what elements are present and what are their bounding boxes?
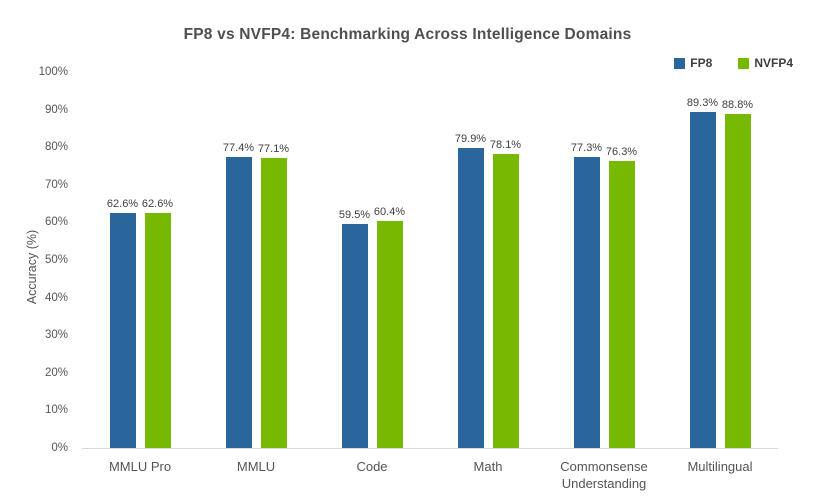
x-axis-labels: MMLU Pro MMLU Code Math Commonsense Understa… bbox=[82, 458, 778, 492]
bar-group-multilingual: 89.3% 88.8% bbox=[662, 97, 778, 448]
chart-title: FP8 vs NVFP4: Benchmarking Across Intell… bbox=[183, 26, 632, 43]
x-label-code: Code bbox=[356, 459, 388, 474]
bar-nvfp4-mmlu-pro: 62.6% bbox=[142, 198, 173, 448]
y-tick-80-: 80% bbox=[44, 141, 68, 154]
y-tick-20-: 20% bbox=[44, 366, 68, 379]
value-label-fp8-math: 79.9% bbox=[454, 132, 487, 145]
bar-group-mmlu-pro: 62.6% 62.6% bbox=[82, 198, 198, 448]
y-tick-40-: 40% bbox=[44, 291, 68, 304]
y-tick-10-: 10% bbox=[44, 404, 68, 417]
legend: FP8 NVFP4 bbox=[674, 56, 793, 70]
bar-nvfp4-multilingual: 88.8% bbox=[722, 99, 753, 448]
bar-group-math: 79.9% 78.1% bbox=[430, 133, 546, 448]
y-tick-70-: 70% bbox=[44, 178, 68, 191]
legend-item-fp8: FP8 bbox=[674, 56, 712, 70]
x-label-commonsense-understanding: Commonsense Understanding bbox=[560, 459, 648, 491]
legend-label-nvfp4: NVFP4 bbox=[754, 56, 793, 70]
value-label-nvfp4-code: 60.4% bbox=[373, 205, 406, 218]
value-label-nvfp4-commonsense-understanding: 76.3% bbox=[605, 146, 638, 159]
bar-fp8-math: 79.9% bbox=[455, 133, 486, 448]
y-tick-100-: 100% bbox=[38, 66, 68, 78]
value-label-fp8-code: 59.5% bbox=[338, 209, 371, 222]
value-label-nvfp4-multilingual: 88.8% bbox=[721, 99, 754, 112]
y-tick-50-: 50% bbox=[44, 254, 68, 266]
bar-nvfp4-code: 60.4% bbox=[374, 206, 405, 448]
bar-fp8-multilingual: 89.3% bbox=[687, 97, 718, 448]
y-axis-ticks: 0% 10% 20% 30% 40% 50% 60% 70% 80% 90% 100% bbox=[0, 0, 68, 503]
bar-nvfp4-math: 78.1% bbox=[490, 139, 521, 448]
bar-group-code: 59.5% 60.4% bbox=[314, 206, 430, 448]
value-label-fp8-mmlu-pro: 62.6% bbox=[106, 197, 139, 210]
x-label-mmlu-pro: MMLU Pro bbox=[108, 459, 172, 474]
value-label-fp8-mmlu: 77.4% bbox=[222, 142, 255, 154]
value-label-nvfp4-mmlu-pro: 62.6% bbox=[141, 197, 174, 210]
fp8-swatch-icon bbox=[674, 57, 686, 69]
bar-nvfp4-commonsense-understanding: 76.3% bbox=[606, 146, 637, 448]
y-tick-90-: 90% bbox=[44, 103, 68, 116]
legend-item-nvfp4: NVFP4 bbox=[738, 56, 793, 70]
bar-fp8-mmlu: 77.4% bbox=[223, 142, 254, 448]
y-tick-0-: 0% bbox=[51, 442, 68, 454]
x-label-mmlu: MMLU bbox=[236, 459, 276, 474]
bar-fp8-mmlu-pro: 62.6% bbox=[107, 198, 138, 448]
value-label-nvfp4-mmlu: 77.1% bbox=[257, 143, 290, 156]
y-tick-60-: 60% bbox=[44, 216, 68, 229]
legend-label-fp8: FP8 bbox=[690, 56, 713, 70]
value-label-fp8-multilingual: 89.3% bbox=[686, 97, 719, 110]
value-label-fp8-commonsense-understanding: 77.3% bbox=[570, 142, 603, 155]
x-label-math: Math bbox=[473, 459, 503, 474]
y-tick-30-: 30% bbox=[44, 329, 68, 342]
bar-fp8-commonsense-understanding: 77.3% bbox=[571, 142, 602, 448]
bar-group-mmlu: 77.4% 77.1% bbox=[198, 142, 314, 448]
value-label-nvfp4-math: 78.1% bbox=[489, 139, 522, 152]
nvfp4-swatch-icon bbox=[738, 57, 750, 69]
bar-fp8-code: 59.5% bbox=[339, 209, 370, 448]
x-label-multilingual: Multilingual bbox=[687, 459, 753, 474]
plot-area: 62.6% 62.6% 77.4% 77.1% 59.5% 60.4% 79.9% 78.1%… bbox=[82, 72, 778, 449]
bar-nvfp4-mmlu: 77.1% bbox=[258, 143, 289, 448]
bar-group-commonsense-understanding: 77.3% 76.3% bbox=[546, 142, 662, 448]
